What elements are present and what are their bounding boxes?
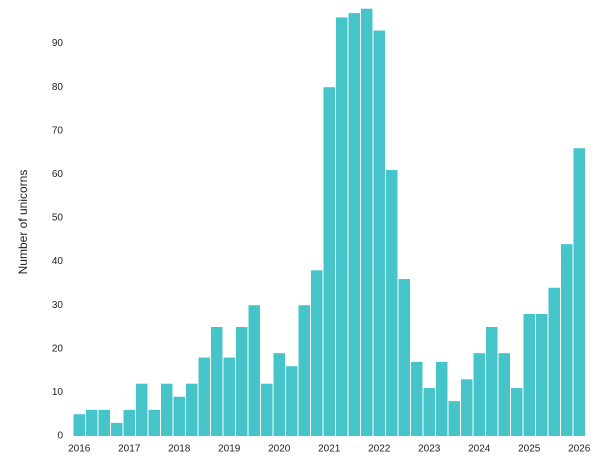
y-tick-label: 10 [52,387,64,398]
bar [498,353,510,436]
x-tick-label: 2024 [468,444,491,455]
x-tick-label: 2025 [518,444,541,455]
bar [448,401,460,436]
y-tick-label: 30 [52,300,64,311]
bar [186,383,198,436]
bar [336,17,348,436]
y-tick-label: 0 [57,431,63,442]
bar [436,361,448,436]
bar [536,313,548,436]
bar [148,409,160,436]
x-tick-label: 2023 [418,444,441,455]
bar [386,170,398,437]
bar [73,414,85,436]
bar [461,379,473,436]
bar [373,30,385,437]
bar [86,409,98,436]
x-tick-label: 2021 [318,444,341,455]
y-axis-label: Number of unicorns [16,170,30,275]
bar [248,305,260,436]
x-tick-label: 2017 [118,444,141,455]
bar [161,383,173,436]
x-tick-label: 2018 [168,444,191,455]
bar [123,409,135,436]
x-tick-label: 2020 [268,444,291,455]
bar [98,409,110,436]
bar [173,396,185,436]
bar [273,353,285,436]
bar [523,313,535,436]
bar [361,8,373,436]
y-tick-label: 60 [52,169,64,180]
bar [548,287,560,436]
x-tick-label: 2022 [368,444,391,455]
bar [298,305,310,436]
bar [573,148,585,437]
x-tick-label: 2016 [68,444,91,455]
y-tick-label: 20 [52,343,64,354]
bar [286,366,298,436]
bar [473,353,485,436]
x-tick-label: 2019 [218,444,241,455]
bar [561,244,573,436]
bar [511,388,523,436]
bar [348,13,360,437]
bar [211,327,223,436]
bar [236,327,248,436]
y-tick-label: 90 [52,38,64,49]
y-tick-label: 50 [52,213,64,224]
bar [411,361,423,436]
y-tick-label: 70 [52,125,64,136]
bar [198,357,210,436]
bar [398,279,410,436]
bar [111,422,123,436]
bar [423,388,435,436]
bar [323,87,335,436]
bar [223,357,235,436]
y-tick-label: 80 [52,82,64,93]
x-tick-label: 2026 [568,444,591,455]
bar [311,270,323,436]
bar [486,327,498,436]
y-tick-label: 40 [52,256,64,267]
bar [261,383,273,436]
bar [136,383,148,436]
